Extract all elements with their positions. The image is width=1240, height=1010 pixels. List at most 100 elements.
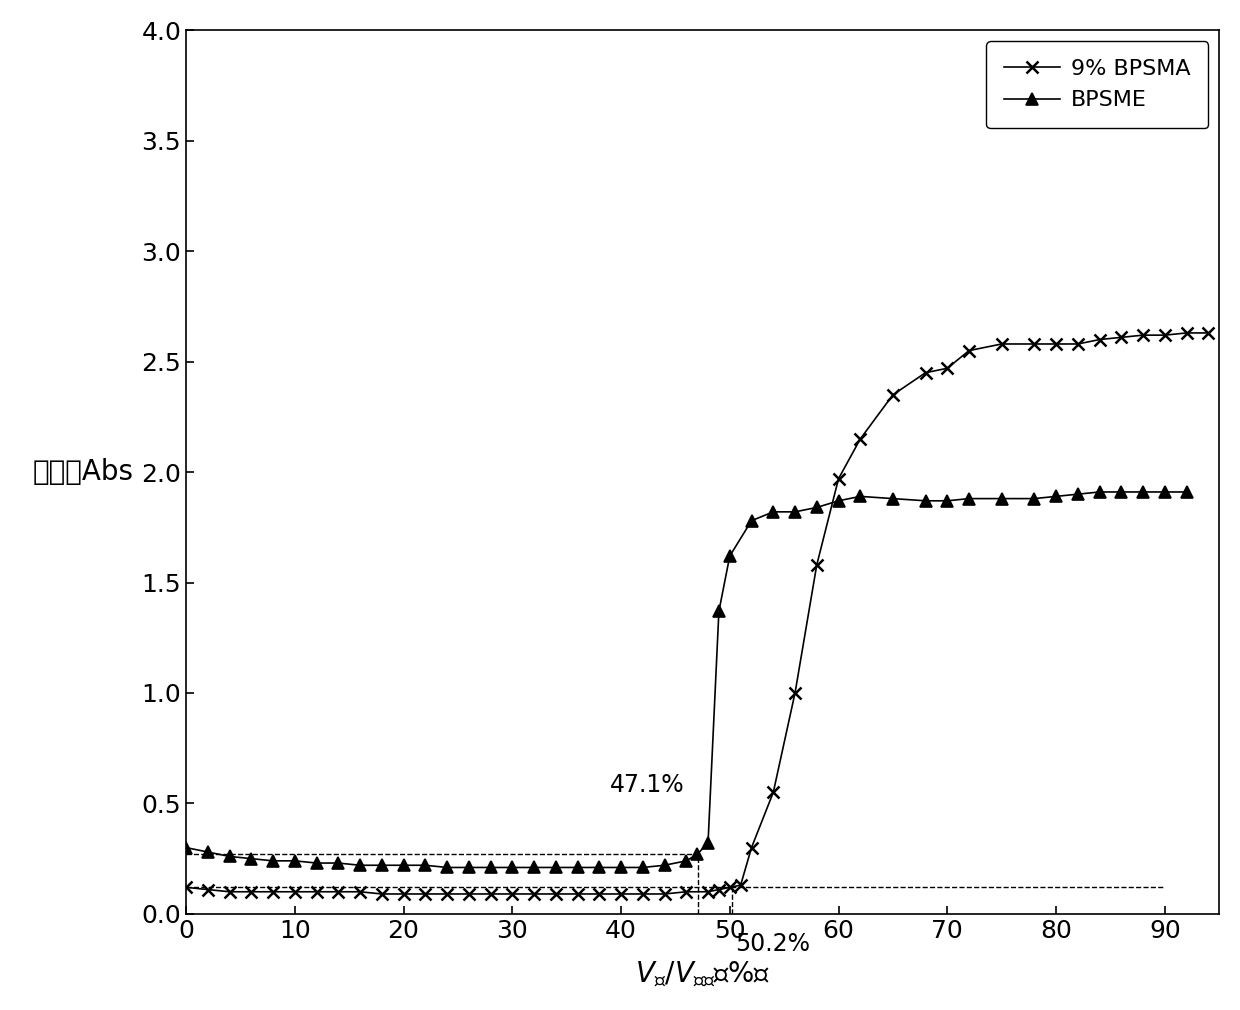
9% BPSMA — [733, 879, 748, 891]
BPSME — [766, 506, 781, 518]
9% BPSMA — [201, 884, 216, 896]
BPSME — [1114, 486, 1128, 498]
9% BPSMA — [439, 888, 454, 900]
9% BPSMA — [1200, 327, 1215, 339]
BPSME — [201, 846, 216, 858]
BPSME — [723, 550, 738, 563]
9% BPSMA — [994, 338, 1009, 350]
BPSME — [418, 860, 433, 872]
BPSME — [309, 857, 324, 870]
BPSME — [701, 837, 715, 849]
BPSME — [548, 862, 563, 874]
BPSME — [853, 490, 868, 502]
9% BPSMA — [940, 363, 955, 375]
BPSME — [689, 848, 704, 861]
BPSME — [1136, 486, 1151, 498]
9% BPSMA — [396, 888, 410, 900]
BPSME — [179, 841, 193, 853]
BPSME — [244, 852, 259, 865]
9% BPSMA — [309, 886, 324, 898]
BPSME — [396, 860, 410, 872]
BPSME — [374, 860, 389, 872]
9% BPSMA — [222, 886, 237, 898]
BPSME — [288, 854, 303, 867]
9% BPSMA — [961, 344, 976, 357]
Text: 50.2%: 50.2% — [735, 932, 810, 956]
9% BPSMA — [787, 687, 802, 699]
BPSME — [885, 493, 900, 505]
9% BPSMA — [1157, 329, 1172, 341]
BPSME — [527, 862, 542, 874]
BPSME — [1157, 486, 1172, 498]
BPSME — [657, 860, 672, 872]
9% BPSMA — [484, 888, 498, 900]
9% BPSMA — [548, 888, 563, 900]
9% BPSMA — [635, 888, 650, 900]
9% BPSMA — [374, 888, 389, 900]
Line: 9% BPSMA: 9% BPSMA — [180, 326, 1214, 900]
BPSME — [614, 862, 629, 874]
9% BPSMA — [418, 888, 433, 900]
BPSME — [352, 860, 367, 872]
9% BPSMA — [1114, 331, 1128, 343]
Line: BPSME: BPSME — [181, 487, 1192, 873]
9% BPSMA — [853, 433, 868, 445]
9% BPSMA — [766, 787, 781, 799]
BPSME — [994, 493, 1009, 505]
9% BPSMA — [244, 886, 259, 898]
9% BPSMA — [527, 888, 542, 900]
9% BPSMA — [1027, 338, 1042, 350]
9% BPSMA — [810, 559, 825, 571]
9% BPSMA — [288, 886, 303, 898]
9% BPSMA — [1070, 338, 1085, 350]
Text: 吸光度Abs: 吸光度Abs — [32, 459, 133, 486]
9% BPSMA — [570, 888, 585, 900]
9% BPSMA — [461, 888, 476, 900]
9% BPSMA — [505, 888, 520, 900]
9% BPSMA — [352, 886, 367, 898]
9% BPSMA — [1179, 327, 1194, 339]
BPSME — [265, 854, 280, 867]
BPSME — [744, 515, 759, 527]
9% BPSMA — [179, 882, 193, 894]
BPSME — [484, 862, 498, 874]
BPSME — [570, 862, 585, 874]
BPSME — [1092, 486, 1107, 498]
9% BPSMA — [723, 882, 738, 894]
9% BPSMA — [1092, 333, 1107, 345]
9% BPSMA — [918, 367, 932, 379]
BPSME — [787, 506, 802, 518]
9% BPSMA — [885, 389, 900, 401]
Legend: 9% BPSMA, BPSME: 9% BPSMA, BPSME — [986, 41, 1208, 128]
BPSME — [635, 862, 650, 874]
BPSME — [591, 862, 606, 874]
9% BPSMA — [1049, 338, 1064, 350]
BPSME — [831, 495, 846, 507]
9% BPSMA — [657, 888, 672, 900]
9% BPSMA — [678, 886, 693, 898]
9% BPSMA — [614, 888, 629, 900]
BPSME — [1179, 486, 1194, 498]
9% BPSMA — [265, 886, 280, 898]
Text: 47.1%: 47.1% — [610, 774, 684, 797]
BPSME — [712, 605, 727, 617]
BPSME — [918, 495, 932, 507]
BPSME — [222, 850, 237, 863]
BPSME — [1049, 490, 1064, 502]
BPSME — [810, 501, 825, 513]
9% BPSMA — [591, 888, 606, 900]
BPSME — [505, 862, 520, 874]
X-axis label: $\mathit{V}$$_{\mathrm{水}}$/$\mathit{V}$$_{\mathrm{丙酮}}$（%）: $\mathit{V}$$_{\mathrm{水}}$/$\mathit{V}$… — [635, 960, 770, 989]
BPSME — [678, 854, 693, 867]
9% BPSMA — [712, 884, 727, 896]
BPSME — [940, 495, 955, 507]
BPSME — [331, 857, 346, 870]
BPSME — [439, 862, 454, 874]
BPSME — [1027, 493, 1042, 505]
9% BPSMA — [744, 841, 759, 853]
9% BPSMA — [1136, 329, 1151, 341]
BPSME — [961, 493, 976, 505]
9% BPSMA — [701, 886, 715, 898]
9% BPSMA — [831, 473, 846, 485]
BPSME — [1070, 488, 1085, 500]
